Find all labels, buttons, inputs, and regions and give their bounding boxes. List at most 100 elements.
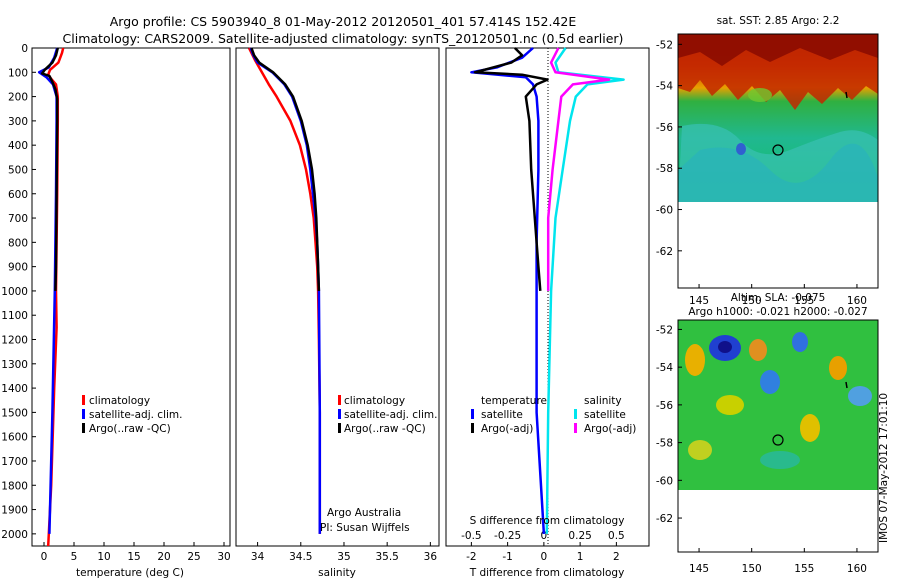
- legend-label-climatology: climatology: [89, 395, 150, 407]
- series-line: [247, 47, 322, 534]
- x-tick-label: 2: [613, 551, 620, 563]
- depth-tick-label: 800: [8, 237, 28, 249]
- lon-tick-label: 155: [794, 563, 814, 575]
- legend-swatch-satellite: [338, 409, 341, 419]
- high-anomaly-3: [829, 356, 847, 380]
- depth-tick-label: 600: [8, 189, 28, 201]
- x-tick-label: -2: [466, 551, 476, 563]
- depth-tick-label: 500: [8, 164, 28, 176]
- legend-swatch-t-argo: [471, 423, 474, 433]
- depth-tick-label: 1200: [1, 335, 28, 347]
- legend-swatch-argo: [338, 423, 341, 433]
- series-line: [470, 47, 546, 534]
- series-line: [250, 47, 321, 291]
- temperature-panel: 0100200300400500600700800900100011001200…: [1, 43, 230, 579]
- lat-tick-label: -58: [656, 163, 673, 175]
- depth-axis-ticks: 0 100 200 300 400 500 600 700 800 900 1000 1100 1200…: [1, 43, 36, 541]
- high-anomaly-4: [716, 395, 744, 415]
- sla-map: Altim. SLA: -0.075 Argo h1000: -0.021 h2…: [656, 292, 879, 575]
- lat-tick-label: -62: [656, 513, 673, 525]
- depth-tick-label: 900: [8, 262, 28, 274]
- s-tick-label: -0.25: [494, 530, 521, 542]
- float-track: [845, 381, 848, 389]
- x-tick-label: 5: [71, 551, 78, 563]
- x-tick-label: 15: [127, 551, 140, 563]
- low-anomaly-2: [760, 370, 780, 394]
- sst-no-data-band: [678, 202, 878, 288]
- legend-label-argo: Argo(..raw -QC): [89, 423, 171, 435]
- legend-swatch-climatology: [82, 395, 85, 405]
- depth-tick-label: 1500: [1, 407, 28, 419]
- legend-swatch-climatology: [338, 395, 341, 405]
- low-anomaly-3: [792, 332, 808, 352]
- lat-tick-label: -54: [656, 81, 673, 93]
- depth-tick-label: 0: [21, 43, 28, 55]
- figure-title-line1: Argo profile: CS 5903940_8 01-May-2012 2…: [110, 14, 577, 29]
- depth-tick-label: 2000: [1, 529, 28, 541]
- sst-map: sat. SST: 2.85 Argo: 2.2 -52 -54 -56 -58 -60…: [656, 15, 879, 307]
- lat-tick-label: -52: [656, 324, 673, 336]
- depth-tick-label: 1300: [1, 359, 28, 371]
- x-tick-label: 30: [217, 551, 230, 563]
- temperature-axis-label: temperature (deg C): [76, 567, 184, 579]
- difference-axis-ticks: -2 -1 0 1 2 -0.5 -0.25 0 0.25 0.5: [461, 530, 625, 563]
- argo-position-marker: [772, 434, 784, 446]
- legend-title-salinity: salinity: [584, 395, 622, 407]
- cold-region: [678, 143, 878, 202]
- sla-map-frame: [677, 319, 879, 553]
- legend-label-t-satellite: satellite: [481, 409, 523, 421]
- cold-eddy: [736, 143, 746, 155]
- temperature-diff-axis-label: T difference from climatology: [469, 567, 625, 579]
- series-line: [40, 47, 60, 291]
- temperature-axes-frame: [31, 47, 231, 547]
- s-tick-label: 0: [541, 530, 548, 542]
- depth-tick-label: 1400: [1, 383, 28, 395]
- low-anomaly-5: [760, 451, 800, 469]
- sla-field: [678, 320, 878, 490]
- lat-tick-label: -60: [656, 475, 673, 487]
- x-tick-label: 35.5: [375, 551, 398, 563]
- sla-no-data-band: [678, 490, 878, 552]
- lon-tick-label: 145: [689, 563, 709, 575]
- lon-tick-label: 150: [742, 563, 762, 575]
- legend-swatch-satellite: [82, 409, 85, 419]
- legend-label-climatology: climatology: [344, 395, 405, 407]
- series-line: [37, 47, 59, 534]
- depth-tick-label: 1000: [1, 286, 28, 298]
- temperature-axis-ticks: 0 5 10 15 20 25 30: [41, 542, 231, 563]
- x-tick-label: 35: [337, 551, 350, 563]
- x-tick-label: 0: [541, 551, 548, 563]
- lon-tick-label: 150: [742, 295, 762, 307]
- salinity-diff-axis-label: S difference from climatology: [470, 515, 625, 527]
- depth-tick-label: 200: [8, 92, 28, 104]
- legend-label-t-argo: Argo(-adj): [481, 423, 533, 435]
- float-track: [845, 91, 848, 99]
- high-anomaly-6: [688, 440, 712, 460]
- lat-tick-label: -56: [656, 400, 673, 412]
- depth-tick-label: 300: [8, 116, 28, 128]
- sst-map-title: sat. SST: 2.85 Argo: 2.2: [717, 15, 840, 27]
- depth-tick-label: 400: [8, 140, 28, 152]
- lat-tick-label: -60: [656, 205, 673, 217]
- legend-swatch-t-satellite: [471, 409, 474, 419]
- legend-title-temperature: temperature: [481, 395, 547, 407]
- lat-tick-label: -54: [656, 362, 673, 374]
- legend-label-argo: Argo(..raw -QC): [344, 423, 426, 435]
- lat-tick-label: -56: [656, 122, 673, 134]
- salinity-axis-label: salinity: [318, 567, 356, 579]
- legend-label-s-argo: Argo(-adj): [584, 423, 636, 435]
- salinity-legend: climatology satellite-adj. clim. Argo(..…: [338, 395, 437, 435]
- depth-tick-label: 1900: [1, 505, 28, 517]
- lon-tick-label: 160: [847, 295, 867, 307]
- figure-title-line2: Climatology: CARS2009. Satellite-adjuste…: [63, 31, 624, 46]
- sla-map-title: Altim. SLA: -0.075: [731, 292, 826, 304]
- sst-map-frame: [677, 33, 879, 289]
- series-line: [546, 47, 611, 291]
- high-anomaly-5: [800, 414, 820, 442]
- x-tick-label: 10: [97, 551, 110, 563]
- legend-swatch-s-satellite: [574, 409, 577, 419]
- series-line: [249, 47, 322, 534]
- high-anomaly-2: [749, 339, 767, 361]
- x-tick-label: 1: [577, 551, 584, 563]
